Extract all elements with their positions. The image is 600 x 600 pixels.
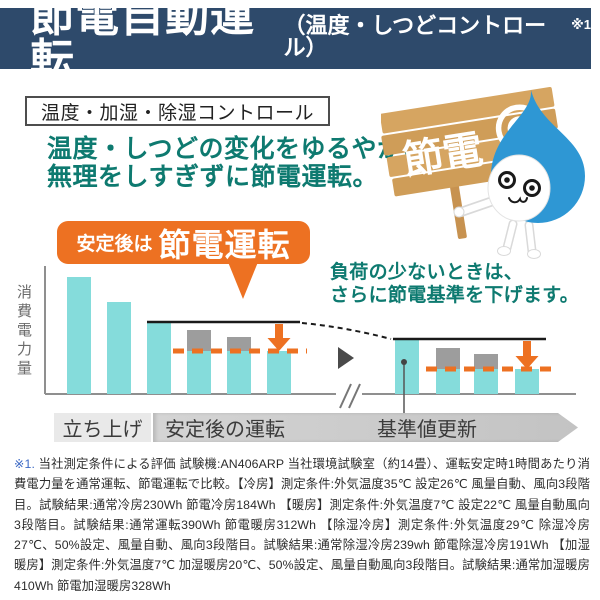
footnote-reference: ※1 [571, 16, 591, 32]
process-step-label: 基準値更新 [377, 419, 477, 441]
consumption-bar [395, 340, 419, 394]
consumption-bar [436, 369, 460, 394]
next-phase-triangle-icon [338, 347, 354, 369]
y-axis-label: 消費電力量 [15, 284, 32, 379]
saving-arrow-icon [515, 356, 539, 369]
axis-break-slash [339, 383, 352, 409]
mascot-face [487, 154, 551, 222]
saving-arrow-icon [523, 341, 531, 356]
process-step-label: 立ち上げ [62, 419, 143, 441]
callout-emphasis: 節電運転 [158, 226, 291, 263]
consumption-bar [267, 351, 291, 394]
consumption-bar [515, 369, 539, 394]
consumption-bar [107, 302, 131, 394]
reference-pointer-dot [401, 359, 407, 365]
consumption-bar [187, 351, 211, 394]
saving-callout-bubble: 安定後は 節電運転 [57, 221, 310, 264]
footnote-marker: ※1. [14, 457, 35, 471]
process-arrow: 安定後の運転 基準値更新 [153, 413, 578, 442]
overload-bar [187, 330, 211, 351]
mascot-arm [457, 197, 497, 216]
consumption-bar [474, 369, 498, 394]
consumption-bar [67, 277, 91, 394]
callout-prefix: 安定後は [76, 234, 153, 255]
overload-bar [227, 337, 251, 351]
header-banner: 節電自動運転 （温度・しつどコントロール） ※1 [0, 0, 591, 82]
axis-break-slash [348, 383, 361, 409]
saving-arrow-icon [267, 338, 291, 351]
note-line-1: 負荷の少ないときは、 [330, 262, 524, 283]
saving-arrow-icon [275, 324, 283, 338]
feature-tag: 温度・加湿・除湿コントロール [25, 96, 331, 126]
callout-tail [228, 262, 258, 299]
feature-tag-label: 温度・加湿・除湿コントロール [41, 102, 315, 124]
consumption-bar [147, 323, 171, 394]
page-subtitle: （温度・しつどコントロール） [283, 12, 547, 60]
mascot-hand [453, 206, 465, 218]
process-step-startup: 立ち上げ [54, 413, 151, 442]
lead-line-2: 無理をしすぎずに節電運転。 [47, 163, 379, 191]
mascot-mouth [508, 196, 528, 204]
low-load-note: 負荷の少ないときは、 さらに節電基準を下げます。 [330, 261, 579, 307]
footnote: ※1. 当社測定条件による評価 試験機:AN406ARP 当社環境試験室（約14… [14, 454, 590, 596]
mascot-waterdrop-illustration: 節電 [381, 87, 585, 259]
footnote-text: 当社測定条件による評価 試験機:AN406ARP 当社環境試験室（約14畳）、運… [14, 457, 590, 593]
level-drop-dashed-connector [301, 322, 392, 340]
note-line-2: さらに節電基準を下げます。 [330, 285, 580, 306]
mascot-leg [526, 222, 535, 254]
process-step-label: 安定後の運転 [165, 419, 285, 441]
lead-copy: 温度・しつどの変化をゆるやかに、 無理をしすぎずに節電運転。 [47, 135, 453, 191]
overload-bar [436, 348, 460, 369]
overload-bar [474, 354, 498, 369]
consumption-bar [227, 351, 251, 394]
mascot-leg [504, 221, 516, 251]
page-title: 節電自動運転 [30, 0, 255, 85]
